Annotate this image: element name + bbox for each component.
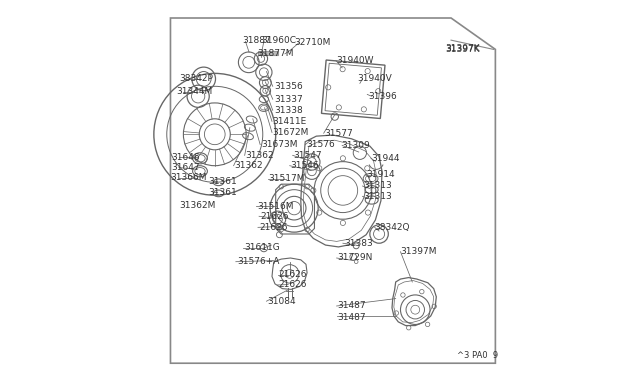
- Text: 38342P: 38342P: [179, 74, 213, 83]
- Text: ^3 PA0  9: ^3 PA0 9: [456, 350, 498, 359]
- Text: 31914: 31914: [366, 170, 395, 179]
- Text: 31309: 31309: [341, 141, 370, 150]
- Text: 31944: 31944: [371, 154, 399, 163]
- Text: 31084: 31084: [268, 297, 296, 306]
- Text: 38342Q: 38342Q: [374, 223, 410, 232]
- Text: 21626: 21626: [260, 212, 289, 221]
- Text: 31361: 31361: [209, 188, 237, 197]
- Text: 31356: 31356: [274, 82, 303, 91]
- Text: 31611G: 31611G: [244, 243, 280, 252]
- Text: 31313: 31313: [364, 182, 392, 190]
- Text: 31887: 31887: [243, 36, 271, 45]
- Text: 31517M: 31517M: [268, 174, 305, 183]
- Text: 31673M: 31673M: [261, 140, 298, 149]
- Text: 31361: 31361: [209, 177, 237, 186]
- Text: 31577: 31577: [324, 129, 353, 138]
- Text: 31960C: 31960C: [261, 36, 296, 45]
- Text: 31940W: 31940W: [337, 56, 374, 65]
- Text: 21626: 21626: [278, 270, 307, 279]
- Text: 31397K: 31397K: [445, 44, 479, 53]
- Text: 31516M: 31516M: [257, 202, 294, 211]
- Text: 21626: 21626: [278, 280, 307, 289]
- Bar: [258, 51, 278, 55]
- Text: 31576: 31576: [306, 140, 335, 149]
- Text: 31397K: 31397K: [445, 45, 480, 54]
- Text: 31546: 31546: [291, 161, 319, 170]
- Text: 31383: 31383: [344, 239, 372, 248]
- Text: 31344M: 31344M: [176, 87, 212, 96]
- Text: 31362: 31362: [245, 151, 274, 160]
- Text: 31337: 31337: [274, 95, 303, 104]
- Text: 31729N: 31729N: [338, 253, 373, 263]
- Text: 31487: 31487: [338, 312, 366, 321]
- Text: 32710M: 32710M: [294, 38, 330, 46]
- Text: 31646: 31646: [172, 153, 200, 162]
- Text: 31338: 31338: [274, 106, 303, 115]
- Text: 31411E: 31411E: [273, 117, 307, 126]
- Text: 31362M: 31362M: [180, 201, 216, 210]
- Text: 31547: 31547: [293, 151, 322, 160]
- Text: 31396: 31396: [369, 92, 397, 101]
- Text: 31672M: 31672M: [273, 128, 309, 137]
- Bar: [321, 60, 385, 119]
- Text: 31313: 31313: [364, 192, 392, 201]
- Text: 31647: 31647: [172, 163, 200, 172]
- Text: 31366M: 31366M: [170, 173, 207, 182]
- Text: 31940V: 31940V: [357, 74, 392, 83]
- Text: 31877M: 31877M: [257, 49, 294, 58]
- Text: 31487: 31487: [338, 301, 366, 311]
- Bar: [325, 63, 381, 115]
- Text: 21626: 21626: [259, 223, 287, 232]
- Text: 31362: 31362: [234, 161, 263, 170]
- Text: 31397M: 31397M: [401, 247, 437, 256]
- Text: 31576+A: 31576+A: [237, 257, 279, 266]
